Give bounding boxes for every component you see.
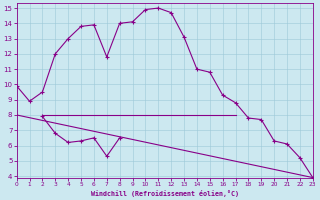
X-axis label: Windchill (Refroidissement éolien,°C): Windchill (Refroidissement éolien,°C) [91, 190, 239, 197]
